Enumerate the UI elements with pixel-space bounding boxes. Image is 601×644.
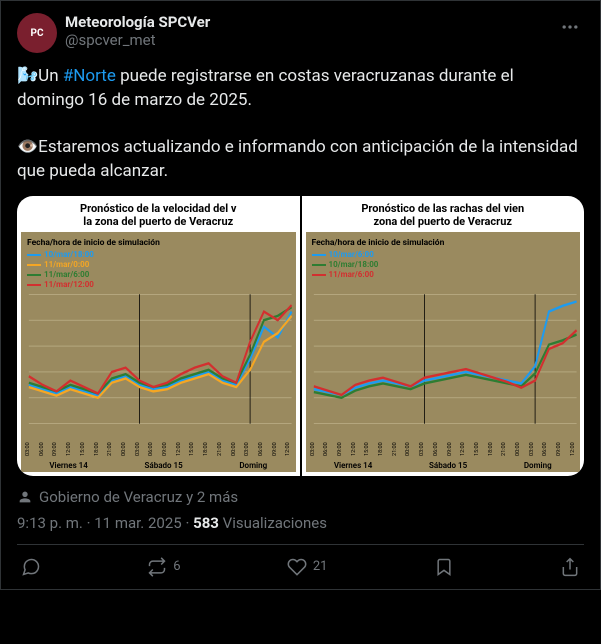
chart-left-body: Fecha/hora de inicio de simulación 10/ma…: [21, 232, 296, 472]
chart-left-xticks: 03:0006:0009:0012:0015:0018:0021:0000:00…: [25, 450, 292, 456]
action-bar: 6 21: [17, 549, 584, 577]
account-names[interactable]: Meteorología SPCVer @spcver_met: [65, 13, 548, 49]
avatar[interactable]: PC: [17, 13, 57, 53]
reply-button[interactable]: [21, 557, 41, 577]
chart-right-xticks: 03:0006:0009:0012:0015:0018:0021:0000:00…: [310, 450, 577, 456]
chart-right-body: Fecha/hora de inicio de simulación 10/ma…: [306, 232, 581, 472]
chart-left[interactable]: Pronóstico de la velocidad del vla zona …: [17, 196, 300, 476]
like-button[interactable]: 21: [287, 557, 328, 577]
emoji-eye: 👁️: [17, 137, 38, 157]
retweet-button[interactable]: 6: [147, 557, 180, 577]
chart-right-daylabels: Viernes 14Sábado 15Doming: [306, 461, 581, 470]
tweet-header: PC Meteorología SPCVer @spcver_met: [17, 13, 584, 53]
tweet-container: PC Meteorología SPCVer @spcver_met 🌬️Un …: [0, 0, 601, 590]
more-icon[interactable]: [556, 13, 584, 45]
chart-left-title: Pronóstico de la velocidad del vla zona …: [17, 196, 300, 230]
bookmark-button[interactable]: [434, 557, 454, 577]
share-button[interactable]: [560, 557, 580, 577]
chart-gallery[interactable]: Pronóstico de la velocidad del vla zona …: [17, 196, 584, 476]
person-icon: [17, 489, 33, 505]
chart-right[interactable]: Pronóstico de las rachas del vienzona de…: [302, 196, 585, 476]
handle: @spcver_met: [65, 31, 548, 49]
hashtag-norte[interactable]: #Norte: [63, 66, 116, 86]
tagged-accounts[interactable]: Gobierno de Veracruz y 2 más: [17, 488, 584, 506]
tweet-text: 🌬️Un #Norte puede registrarse en costas …: [17, 65, 584, 184]
display-name: Meteorología SPCVer: [65, 13, 548, 31]
tweet-meta: 9:13 p. m. · 11 mar. 2025 · 583 Visualiz…: [17, 514, 584, 545]
emoji-wind: 🌬️: [17, 66, 38, 86]
chart-left-legend: Fecha/hora de inicio de simulación 10/ma…: [27, 238, 160, 290]
chart-right-legend: Fecha/hora de inicio de simulación 10/ma…: [312, 238, 445, 280]
chart-right-title: Pronóstico de las rachas del vienzona de…: [302, 196, 585, 230]
chart-left-daylabels: Viernes 14Sábado 15Doming: [21, 461, 296, 470]
